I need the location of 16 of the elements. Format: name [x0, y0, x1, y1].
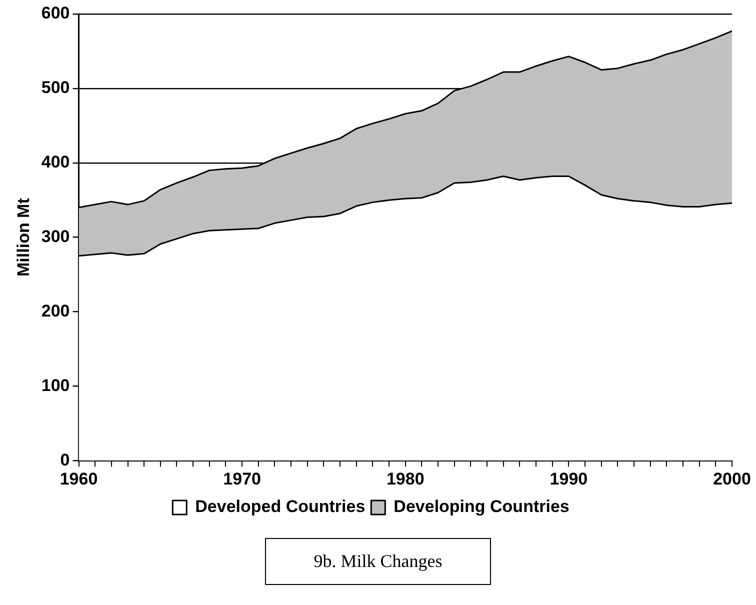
x-tick-label: 2000 [713, 469, 751, 488]
y-tick-label: 600 [41, 4, 70, 23]
x-tick-label: 1980 [386, 469, 424, 488]
y-tick-label: 500 [41, 78, 70, 98]
legend-label: Developing Countries [394, 497, 570, 516]
y-tick-label: 200 [41, 301, 70, 320]
y-axis-title: Million Mt [14, 198, 33, 276]
legend-label: Developed Countries [195, 497, 366, 516]
text: 9b. Milk Changes [264, 538, 492, 585]
y-tick-label: 0 [60, 450, 70, 470]
y-tick-label: 300 [41, 226, 70, 246]
x-tick-label: 1990 [550, 469, 588, 488]
y-tick-label: 400 [41, 152, 70, 172]
x-tick-label: 1970 [223, 469, 261, 488]
x-tick-label: 1960 [60, 469, 98, 488]
y-tick-label: 100 [41, 376, 70, 395]
